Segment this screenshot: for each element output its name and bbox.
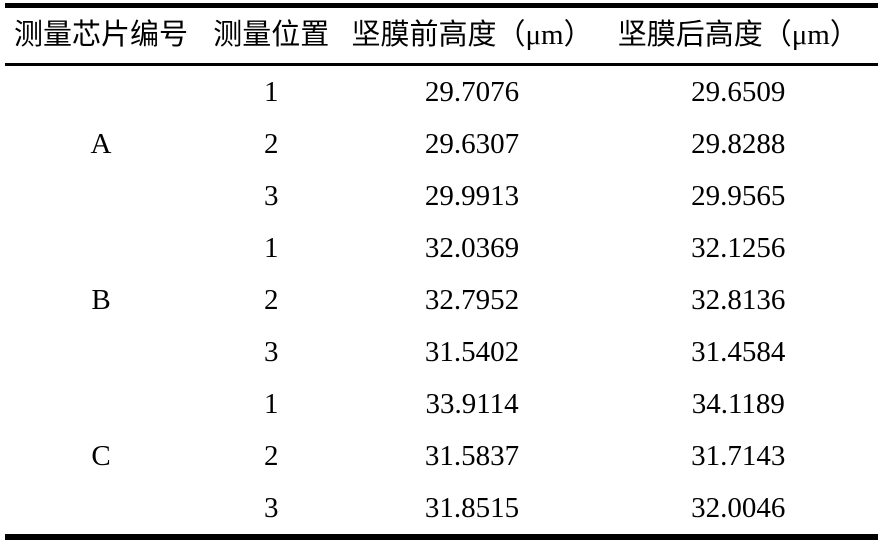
- table-row: 2 29.6307 29.8288: [5, 118, 878, 170]
- pre-bake-height-cell: 31.8515: [424, 491, 520, 524]
- post-bake-height-cell: 29.6509: [691, 75, 786, 108]
- table-row: 3 31.5402 31.4584: [5, 326, 878, 378]
- column-header-chip-id: 测量芯片编号: [5, 5, 198, 66]
- post-bake-height-cell: 31.7143: [691, 439, 786, 472]
- position-cell: 3: [264, 491, 279, 524]
- post-bake-height-cell: 32.0046: [691, 491, 786, 524]
- column-header-post-bake-height: 坚膜后高度（μm）: [598, 5, 878, 66]
- chip-id-cell: A: [90, 127, 112, 160]
- post-bake-height-cell: 29.9565: [691, 179, 786, 212]
- position-cell: 1: [264, 231, 279, 264]
- table-row: C 1 33.9114 34.1189: [5, 378, 878, 470]
- position-cell: 2: [264, 127, 279, 160]
- post-bake-height-cell: 31.4584: [691, 335, 786, 368]
- position-cell: 3: [264, 179, 279, 212]
- column-header-position: 测量位置: [197, 5, 346, 66]
- table-row: 2 32.7952 32.8136: [5, 274, 878, 326]
- pre-bake-height-cell: 32.7952: [424, 283, 520, 316]
- chip-id-cell: C: [91, 439, 111, 472]
- position-cell: 1: [264, 75, 279, 108]
- position-cell: 1: [264, 387, 279, 420]
- table-row: A 1 29.7076 29.6509: [5, 65, 878, 158]
- pre-bake-height-cell: 33.9114: [425, 387, 519, 420]
- pre-bake-height-cell: 29.7076: [424, 75, 520, 108]
- measurement-table: 测量芯片编号 测量位置 坚膜前高度（μm） 坚膜后高度（μm） A 1 29.7…: [5, 3, 878, 540]
- post-bake-height-cell: 34.1189: [691, 387, 785, 420]
- table-row: 3 31.8515 32.0046: [5, 482, 878, 537]
- pre-bake-height-cell: 29.9913: [424, 179, 520, 212]
- position-cell: 2: [264, 439, 279, 472]
- header-row: 测量芯片编号 测量位置 坚膜前高度（μm） 坚膜后高度（μm）: [5, 5, 878, 66]
- position-cell: 2: [264, 283, 279, 316]
- chip-id-cell: B: [91, 283, 111, 316]
- table-row: 2 31.5837 31.7143: [5, 430, 878, 482]
- post-bake-height-cell: 29.8288: [691, 127, 786, 160]
- post-bake-height-cell: 32.1256: [691, 231, 786, 264]
- pre-bake-height-cell: 32.0369: [424, 231, 520, 264]
- pre-bake-height-cell: 31.5402: [424, 335, 520, 368]
- table-row: 3 29.9913 29.9565: [5, 170, 878, 222]
- pre-bake-height-cell: 31.5837: [424, 439, 520, 472]
- post-bake-height-cell: 32.8136: [691, 283, 786, 316]
- table-row: B 1 32.0369 32.1256: [5, 222, 878, 314]
- column-header-pre-bake-height: 坚膜前高度（μm）: [345, 5, 599, 66]
- page-body: 测量芯片编号 测量位置 坚膜前高度（μm） 坚膜后高度（μm） A 1 29.7…: [5, 3, 878, 540]
- pre-bake-height-cell: 29.6307: [424, 127, 520, 160]
- position-cell: 3: [264, 335, 279, 368]
